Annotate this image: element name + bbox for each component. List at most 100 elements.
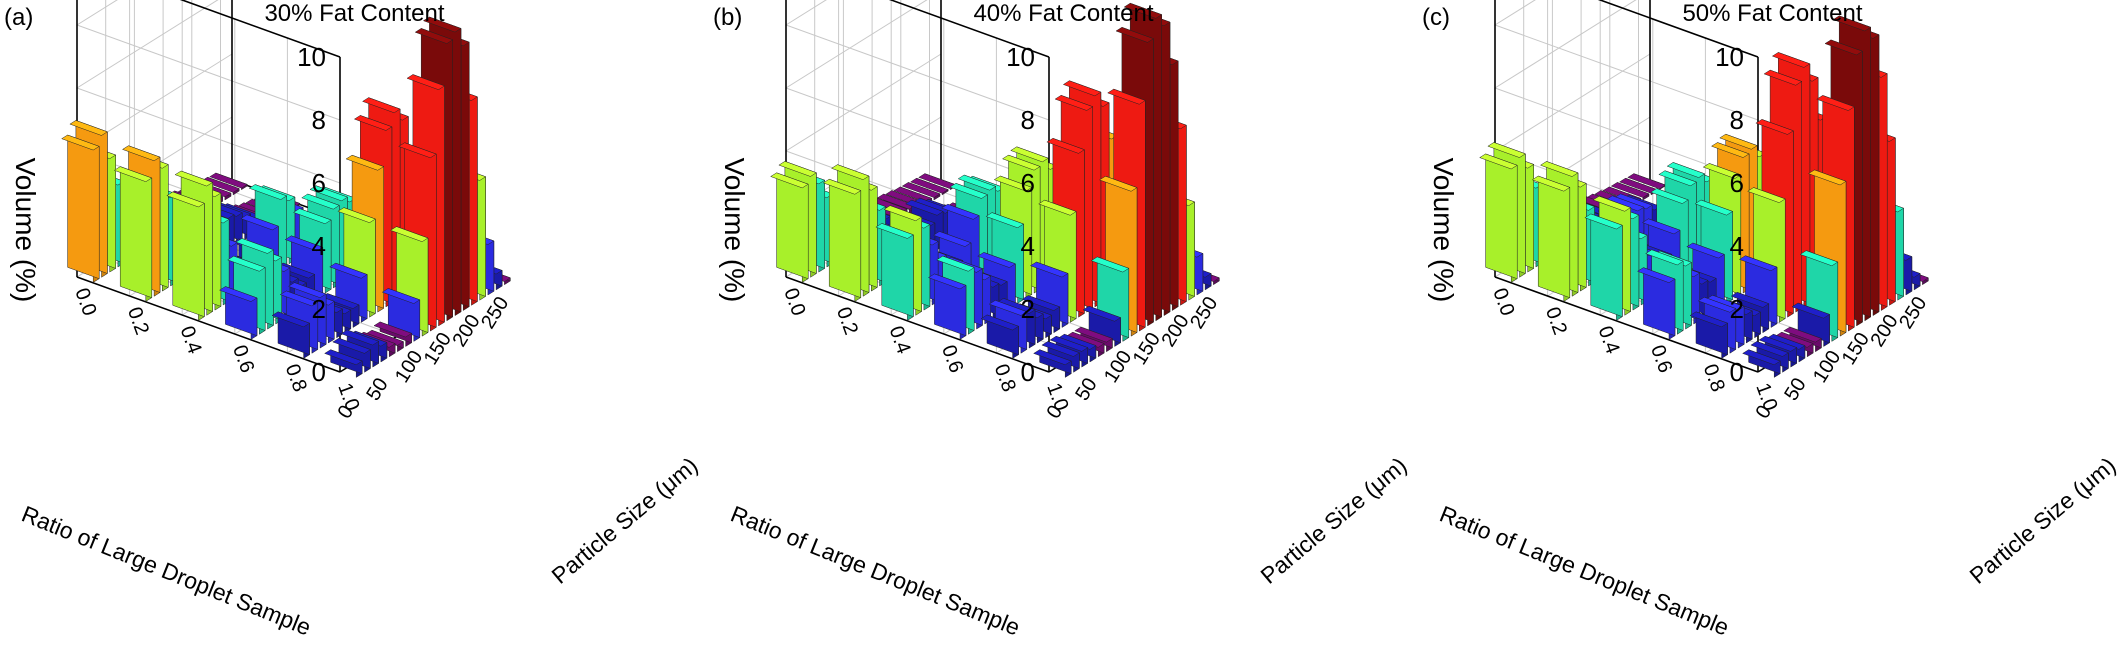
bar xyxy=(324,349,363,366)
bar xyxy=(1054,95,1094,111)
bar xyxy=(1038,199,1077,216)
z-tick-label: 2 xyxy=(1730,294,1744,324)
bar xyxy=(1487,142,1526,158)
bar xyxy=(932,231,972,247)
bar xyxy=(936,255,975,272)
bar xyxy=(389,226,429,242)
y-tick-label: 0.2 xyxy=(832,304,862,338)
panel-title: 50% Fat Content xyxy=(1682,0,1863,27)
bar xyxy=(1771,52,1811,68)
y-tick-label: 0.4 xyxy=(1594,323,1624,357)
bar xyxy=(1021,295,1061,311)
bar xyxy=(1747,187,1786,203)
bar xyxy=(957,174,997,191)
bar xyxy=(1046,138,1085,154)
bar xyxy=(828,178,862,299)
bar xyxy=(949,183,989,199)
axis-line xyxy=(1597,0,1759,58)
bar xyxy=(61,134,100,151)
bar xyxy=(1592,195,1632,212)
panel-a: 0 2 4 6 8 10 0.0 0.2 0.4 0.6 0.8 1.0 0 50 100 150 200 250… xyxy=(0,0,709,653)
z-tick-label: 0 xyxy=(312,357,326,387)
y-tick-label: 0.8 xyxy=(1699,361,1729,395)
bar xyxy=(1539,161,1579,177)
bar xyxy=(1082,305,1122,322)
bar xyxy=(1537,175,1571,299)
bar xyxy=(1816,95,1855,111)
bar xyxy=(345,154,385,171)
bar xyxy=(977,252,1016,268)
axis-line xyxy=(888,0,1050,58)
bar xyxy=(1485,153,1518,280)
bar xyxy=(121,145,161,162)
bar-series-1.0 xyxy=(1742,15,1929,378)
bar xyxy=(883,205,923,222)
bar xyxy=(1738,255,1778,272)
bar xyxy=(1783,326,1822,343)
bars xyxy=(61,16,511,378)
bar xyxy=(340,329,380,346)
bar xyxy=(985,212,1025,229)
bar xyxy=(414,28,454,44)
bar-series-1.0 xyxy=(324,16,511,378)
z-tick-label: 8 xyxy=(1730,105,1744,135)
bar xyxy=(113,166,153,182)
bar xyxy=(287,282,327,298)
bar xyxy=(209,172,248,189)
bar xyxy=(980,314,1020,331)
z-tick-label: 4 xyxy=(312,231,326,261)
z-tick-label: 10 xyxy=(297,42,326,72)
panel-label: (b) xyxy=(713,4,743,31)
bar xyxy=(1636,267,1676,283)
bars xyxy=(1479,15,1929,378)
y-tick-label: 0.4 xyxy=(176,323,206,357)
bar xyxy=(875,223,914,239)
x-tick-label: 50 xyxy=(1780,374,1810,405)
bar xyxy=(1824,39,1864,56)
bar xyxy=(1689,311,1729,328)
bar xyxy=(381,288,421,304)
axis-line xyxy=(76,276,341,373)
bar xyxy=(1763,69,1803,86)
bar xyxy=(227,255,266,272)
x-tick-label: 250 xyxy=(1895,293,1931,333)
bar xyxy=(778,161,817,177)
bar xyxy=(1807,169,1847,186)
bar xyxy=(1730,292,1770,308)
bar xyxy=(1074,326,1113,343)
bar xyxy=(119,166,153,299)
axis-line xyxy=(1494,276,1759,373)
bar-series-0.8 xyxy=(980,80,1168,359)
bar xyxy=(1123,2,1163,19)
bar xyxy=(1041,341,1080,357)
y-tick-label: 0.6 xyxy=(937,342,967,376)
bar xyxy=(332,337,371,354)
bar xyxy=(1049,335,1089,352)
z-axis-title: Volume (%) xyxy=(1428,158,1459,303)
bar xyxy=(1584,213,1623,230)
bar xyxy=(406,74,446,90)
y-tick-label: 0.0 xyxy=(1488,285,1518,319)
bar xyxy=(69,120,108,136)
bar xyxy=(398,142,437,159)
bar xyxy=(172,191,205,318)
bar xyxy=(174,170,214,187)
bar xyxy=(901,182,941,198)
bar xyxy=(1694,199,1734,216)
z-tick-label: 2 xyxy=(312,294,326,324)
bar xyxy=(988,300,1028,316)
y-tick-label: 0.4 xyxy=(885,323,915,357)
bar xyxy=(927,273,967,290)
z-axis-title: Volume (%) xyxy=(10,158,41,303)
y-tick-label: 0.6 xyxy=(228,342,258,376)
bar xyxy=(1658,170,1698,187)
bar xyxy=(1719,133,1758,150)
bar xyxy=(1029,261,1069,278)
bar xyxy=(337,207,376,223)
bar xyxy=(1479,153,1518,170)
x-axis-title: Particle Size (μm) xyxy=(1256,452,1412,589)
bar xyxy=(1090,256,1130,273)
axis-line xyxy=(785,276,1050,373)
y-tick-label: 0.8 xyxy=(281,361,311,395)
